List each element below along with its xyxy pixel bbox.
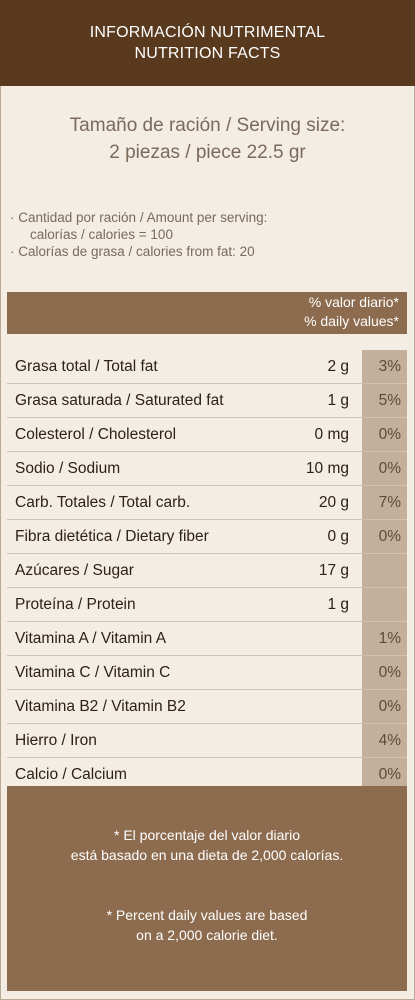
- nutrient-row: Vitamina A / Vitamin A 1%: [7, 622, 407, 656]
- footnote-en-line1: * Percent daily values are based: [106, 907, 308, 923]
- daily-value-header-es: % valor diario*: [308, 294, 399, 310]
- nutrient-row: Carb. Totales / Total carb. 20 g 7%: [7, 486, 407, 520]
- nutrient-row: Hierro / Iron 4%: [7, 724, 407, 758]
- daily-value-percent: 0%: [362, 418, 407, 451]
- daily-value-percent: 4%: [362, 724, 407, 757]
- daily-value-header: % valor diario* % daily values*: [7, 292, 407, 334]
- nutrient-name: Carb. Totales / Total carb.: [15, 494, 191, 511]
- serving-size-value: 2 piezas / piece 22.5 gr: [109, 142, 306, 163]
- nutrient-amount: 20 g: [318, 494, 349, 511]
- footnote-es-line1: * El porcentaje del valor diario: [114, 827, 300, 843]
- footnote-en-line2: on a 2,000 calorie diet.: [136, 927, 278, 943]
- nutrient-row: Grasa total / Total fat 2 g 3%: [7, 350, 407, 384]
- nutrient-row: Vitamina C / Vitamin C 0%: [7, 656, 407, 690]
- calories-value: calorías / calories = 100: [30, 227, 173, 242]
- daily-value-percent: 5%: [362, 384, 407, 417]
- daily-value-header-en: % daily values*: [304, 313, 399, 329]
- daily-value-percent: 0%: [362, 690, 407, 723]
- nutrient-amount: 0 g: [327, 528, 349, 545]
- daily-value-percent: [362, 554, 407, 587]
- nutrient-amount: 1 g: [327, 596, 349, 613]
- nutrition-header: INFORMACIÓN NUTRIMENTAL NUTRITION FACTS: [0, 0, 415, 86]
- footnote-box: * El porcentaje del valor diario está ba…: [7, 786, 407, 991]
- nutrient-amount: 17 g: [318, 562, 349, 579]
- footnote-es: * El porcentaje del valor diario está ba…: [7, 825, 407, 865]
- nutrient-row: Sodio / Sodium 10 mg 0%: [7, 452, 407, 486]
- amount-per-serving: · Cantidad por ración / Amount per servi…: [10, 209, 405, 260]
- daily-value-percent: 0%: [362, 452, 407, 485]
- nutrient-amount: 10 mg: [305, 460, 349, 477]
- serving-size: Tamaño de ración / Serving size: 2 pieza…: [0, 112, 415, 166]
- nutrient-row: Azúcares / Sugar 17 g: [7, 554, 407, 588]
- nutrient-rows: Grasa total / Total fat 2 g 3% Grasa satura…: [7, 350, 407, 792]
- nutrient-amount: 1 g: [327, 392, 349, 409]
- nutrient-name: Vitamina C / Vitamin C: [15, 664, 171, 681]
- nutrient-name: Azúcares / Sugar: [15, 562, 134, 579]
- daily-value-percent: 7%: [362, 486, 407, 519]
- nutrient-name: Vitamina A / Vitamin A: [15, 630, 167, 647]
- nutrient-amount: 0 mg: [314, 426, 349, 443]
- nutrient-name: Colesterol / Cholesterol: [15, 426, 177, 443]
- nutrient-name: Grasa total / Total fat: [15, 358, 158, 375]
- nutrient-row: Grasa saturada / Saturated fat 1 g 5%: [7, 384, 407, 418]
- nutrient-row: Vitamina B2 / Vitamin B2 0%: [7, 690, 407, 724]
- daily-value-percent: 1%: [362, 622, 407, 655]
- daily-value-percent: 3%: [362, 350, 407, 383]
- footnote-es-line2: está basado en una dieta de 2,000 calorí…: [70, 847, 344, 863]
- header-title-es: INFORMACIÓN NUTRIMENTAL: [89, 24, 326, 41]
- daily-value-percent: [362, 588, 407, 621]
- nutrient-amount: 2 g: [327, 358, 349, 375]
- daily-value-percent: 0%: [362, 656, 407, 689]
- nutrient-name: Fibra dietética / Dietary fiber: [15, 528, 209, 545]
- nutrition-table: % valor diario* % daily values* Grasa to…: [7, 292, 407, 792]
- header-title-en: NUTRITION FACTS: [134, 45, 281, 62]
- nutrient-name: Proteína / Protein: [15, 596, 136, 613]
- nutrient-name: Hierro / Iron: [15, 732, 97, 749]
- nutrient-name: Sodio / Sodium: [15, 460, 121, 477]
- nutrient-row: Proteína / Protein 1 g: [7, 588, 407, 622]
- nutrient-row: Colesterol / Cholesterol 0 mg 0%: [7, 418, 407, 452]
- serving-size-label: Tamaño de ración / Serving size:: [69, 115, 346, 136]
- nutrient-name: Calcio / Calcium: [15, 766, 127, 783]
- daily-value-percent: 0%: [362, 520, 407, 553]
- table-spacer: [7, 334, 407, 350]
- calories-from-fat: · Calorías de grasa / calories from fat:…: [10, 244, 255, 259]
- nutrient-name: Grasa saturada / Saturated fat: [15, 392, 224, 409]
- amount-per-serving-label: · Cantidad por ración / Amount per servi…: [10, 210, 268, 225]
- daily-value-percent: 0%: [362, 758, 407, 791]
- nutrient-row: Fibra dietética / Dietary fiber 0 g 0%: [7, 520, 407, 554]
- nutrient-name: Vitamina B2 / Vitamin B2: [15, 698, 186, 715]
- footnote-en: * Percent daily values are based on a 2,…: [7, 905, 407, 945]
